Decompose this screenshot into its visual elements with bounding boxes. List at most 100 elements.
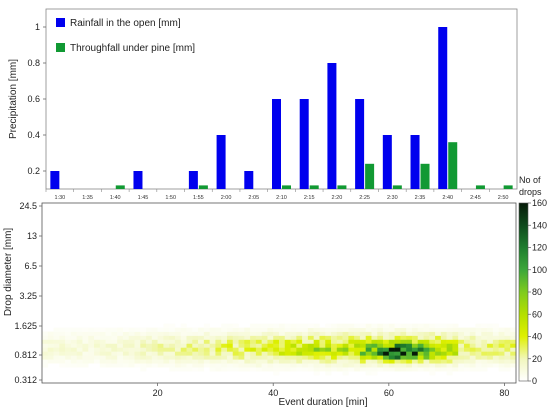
heatmap-cell bbox=[400, 331, 407, 336]
heatmap-cell bbox=[290, 351, 297, 356]
heatmap-cell bbox=[469, 351, 476, 356]
heatmap-cell bbox=[331, 359, 338, 364]
heatmap-cell bbox=[232, 363, 239, 368]
heatmap-cell bbox=[42, 363, 49, 368]
heatmap-cell bbox=[151, 343, 158, 348]
heatmap-cell bbox=[203, 359, 210, 364]
heatmap-cell bbox=[180, 359, 187, 364]
heatmap-cell bbox=[117, 327, 124, 332]
heatmap-cell bbox=[169, 355, 176, 360]
heatmap-cell bbox=[371, 371, 378, 376]
heatmap-cell bbox=[475, 335, 482, 340]
heatmap-cell bbox=[406, 331, 413, 336]
heatmap-cell bbox=[463, 347, 471, 352]
heatmap-cell bbox=[492, 323, 499, 328]
heatmap-cell bbox=[331, 347, 338, 352]
heatmap-cell bbox=[94, 335, 101, 340]
heatmap-cell bbox=[140, 335, 147, 340]
heatmap-cell bbox=[429, 363, 436, 368]
heatmap-cell bbox=[354, 335, 361, 340]
throughfall-bar bbox=[337, 185, 347, 189]
heatmap-cell bbox=[359, 327, 367, 332]
heatmap-cell bbox=[70, 355, 77, 360]
heatmap-cell bbox=[290, 363, 297, 368]
heatmap-cell bbox=[388, 343, 395, 348]
heatmap-cell bbox=[423, 331, 430, 336]
heatmap-cell bbox=[65, 363, 72, 368]
heatmap-cell bbox=[82, 363, 89, 368]
heatmap-cell bbox=[42, 335, 49, 340]
throughfall-bar bbox=[282, 185, 291, 189]
heatmap-cell bbox=[411, 339, 419, 344]
heatmap-cell bbox=[105, 335, 112, 340]
heatmap-cell bbox=[383, 335, 390, 340]
heatmap-cell bbox=[406, 343, 413, 348]
heatmap-cell bbox=[481, 327, 488, 332]
bar-x-tick-label: 2:35 bbox=[415, 195, 426, 201]
heatmap-cell bbox=[406, 327, 413, 332]
heatmap-cell bbox=[446, 355, 453, 360]
heatmap-cell bbox=[174, 339, 182, 344]
heatmap-cell bbox=[307, 327, 314, 332]
heatmap-cell bbox=[504, 339, 511, 344]
heatmap-cell bbox=[47, 347, 54, 352]
heatmap-cell bbox=[313, 339, 320, 344]
heatmap-cell bbox=[510, 359, 517, 364]
heatmap-cell bbox=[226, 335, 234, 340]
heatmap-cell bbox=[267, 351, 274, 356]
heatmap-cell bbox=[117, 355, 124, 360]
colorbar-tick-label: 0 bbox=[532, 376, 537, 386]
colorbar-tick-label: 80 bbox=[532, 287, 542, 297]
heatmap-cell bbox=[429, 371, 436, 376]
heatmap-cell bbox=[128, 331, 135, 336]
heatmap-cell bbox=[458, 335, 465, 340]
heatmap-cell bbox=[140, 343, 147, 348]
heatmap-cell bbox=[469, 331, 476, 336]
heatmap-cell bbox=[180, 367, 187, 372]
bar-x-tick-label: 2:50 bbox=[498, 195, 509, 201]
heatmap-cell bbox=[440, 367, 447, 372]
heatmap-cell bbox=[151, 363, 158, 368]
heatmap-cell bbox=[394, 331, 401, 336]
throughfall-bar bbox=[392, 185, 402, 189]
heatmap-cell bbox=[192, 363, 199, 368]
heatmap-cell bbox=[105, 331, 112, 336]
heatmap-cell bbox=[388, 347, 395, 352]
heatmap-cell bbox=[469, 347, 476, 352]
heatmap-cell bbox=[192, 359, 199, 364]
heatmap-cell bbox=[279, 359, 286, 364]
heatmap-cell bbox=[65, 339, 72, 344]
heatmap-cell bbox=[169, 363, 176, 368]
heatmap-cell bbox=[452, 339, 459, 344]
heatmap-cell bbox=[134, 351, 141, 356]
heatmap-cell bbox=[325, 339, 332, 344]
heatmap-y-tick-label: 24.5 bbox=[19, 201, 37, 211]
heatmap-cell bbox=[42, 359, 49, 364]
heatmap-cell bbox=[423, 359, 430, 364]
heatmap-cell bbox=[463, 355, 471, 360]
heatmap-cell bbox=[88, 355, 95, 360]
heatmap-x-tick-label: 80 bbox=[499, 388, 509, 398]
heatmap-cell bbox=[140, 347, 147, 352]
heatmap-cell bbox=[279, 355, 286, 360]
heatmap-cell bbox=[203, 339, 210, 344]
heatmap-cell bbox=[290, 339, 297, 344]
heatmap-cell bbox=[209, 359, 216, 364]
heatmap-cell bbox=[492, 355, 499, 360]
heatmap-cell bbox=[180, 343, 187, 348]
heatmap-cell bbox=[377, 331, 384, 336]
heatmap-cell bbox=[180, 327, 187, 332]
heatmap-cell bbox=[186, 355, 193, 360]
rainfall-bar bbox=[299, 99, 309, 189]
heatmap-cell bbox=[406, 323, 413, 328]
heatmap-cell bbox=[359, 335, 367, 340]
heatmap-cell bbox=[105, 339, 112, 344]
heatmap-cell bbox=[273, 351, 280, 356]
heatmap-cell bbox=[111, 355, 118, 360]
heatmap-cell bbox=[359, 367, 367, 372]
heatmap-cell bbox=[244, 339, 251, 344]
heatmap-cell bbox=[99, 363, 106, 368]
heatmap-cell bbox=[469, 327, 476, 332]
heatmap-cell bbox=[354, 343, 361, 348]
heatmap-cell bbox=[446, 331, 453, 336]
